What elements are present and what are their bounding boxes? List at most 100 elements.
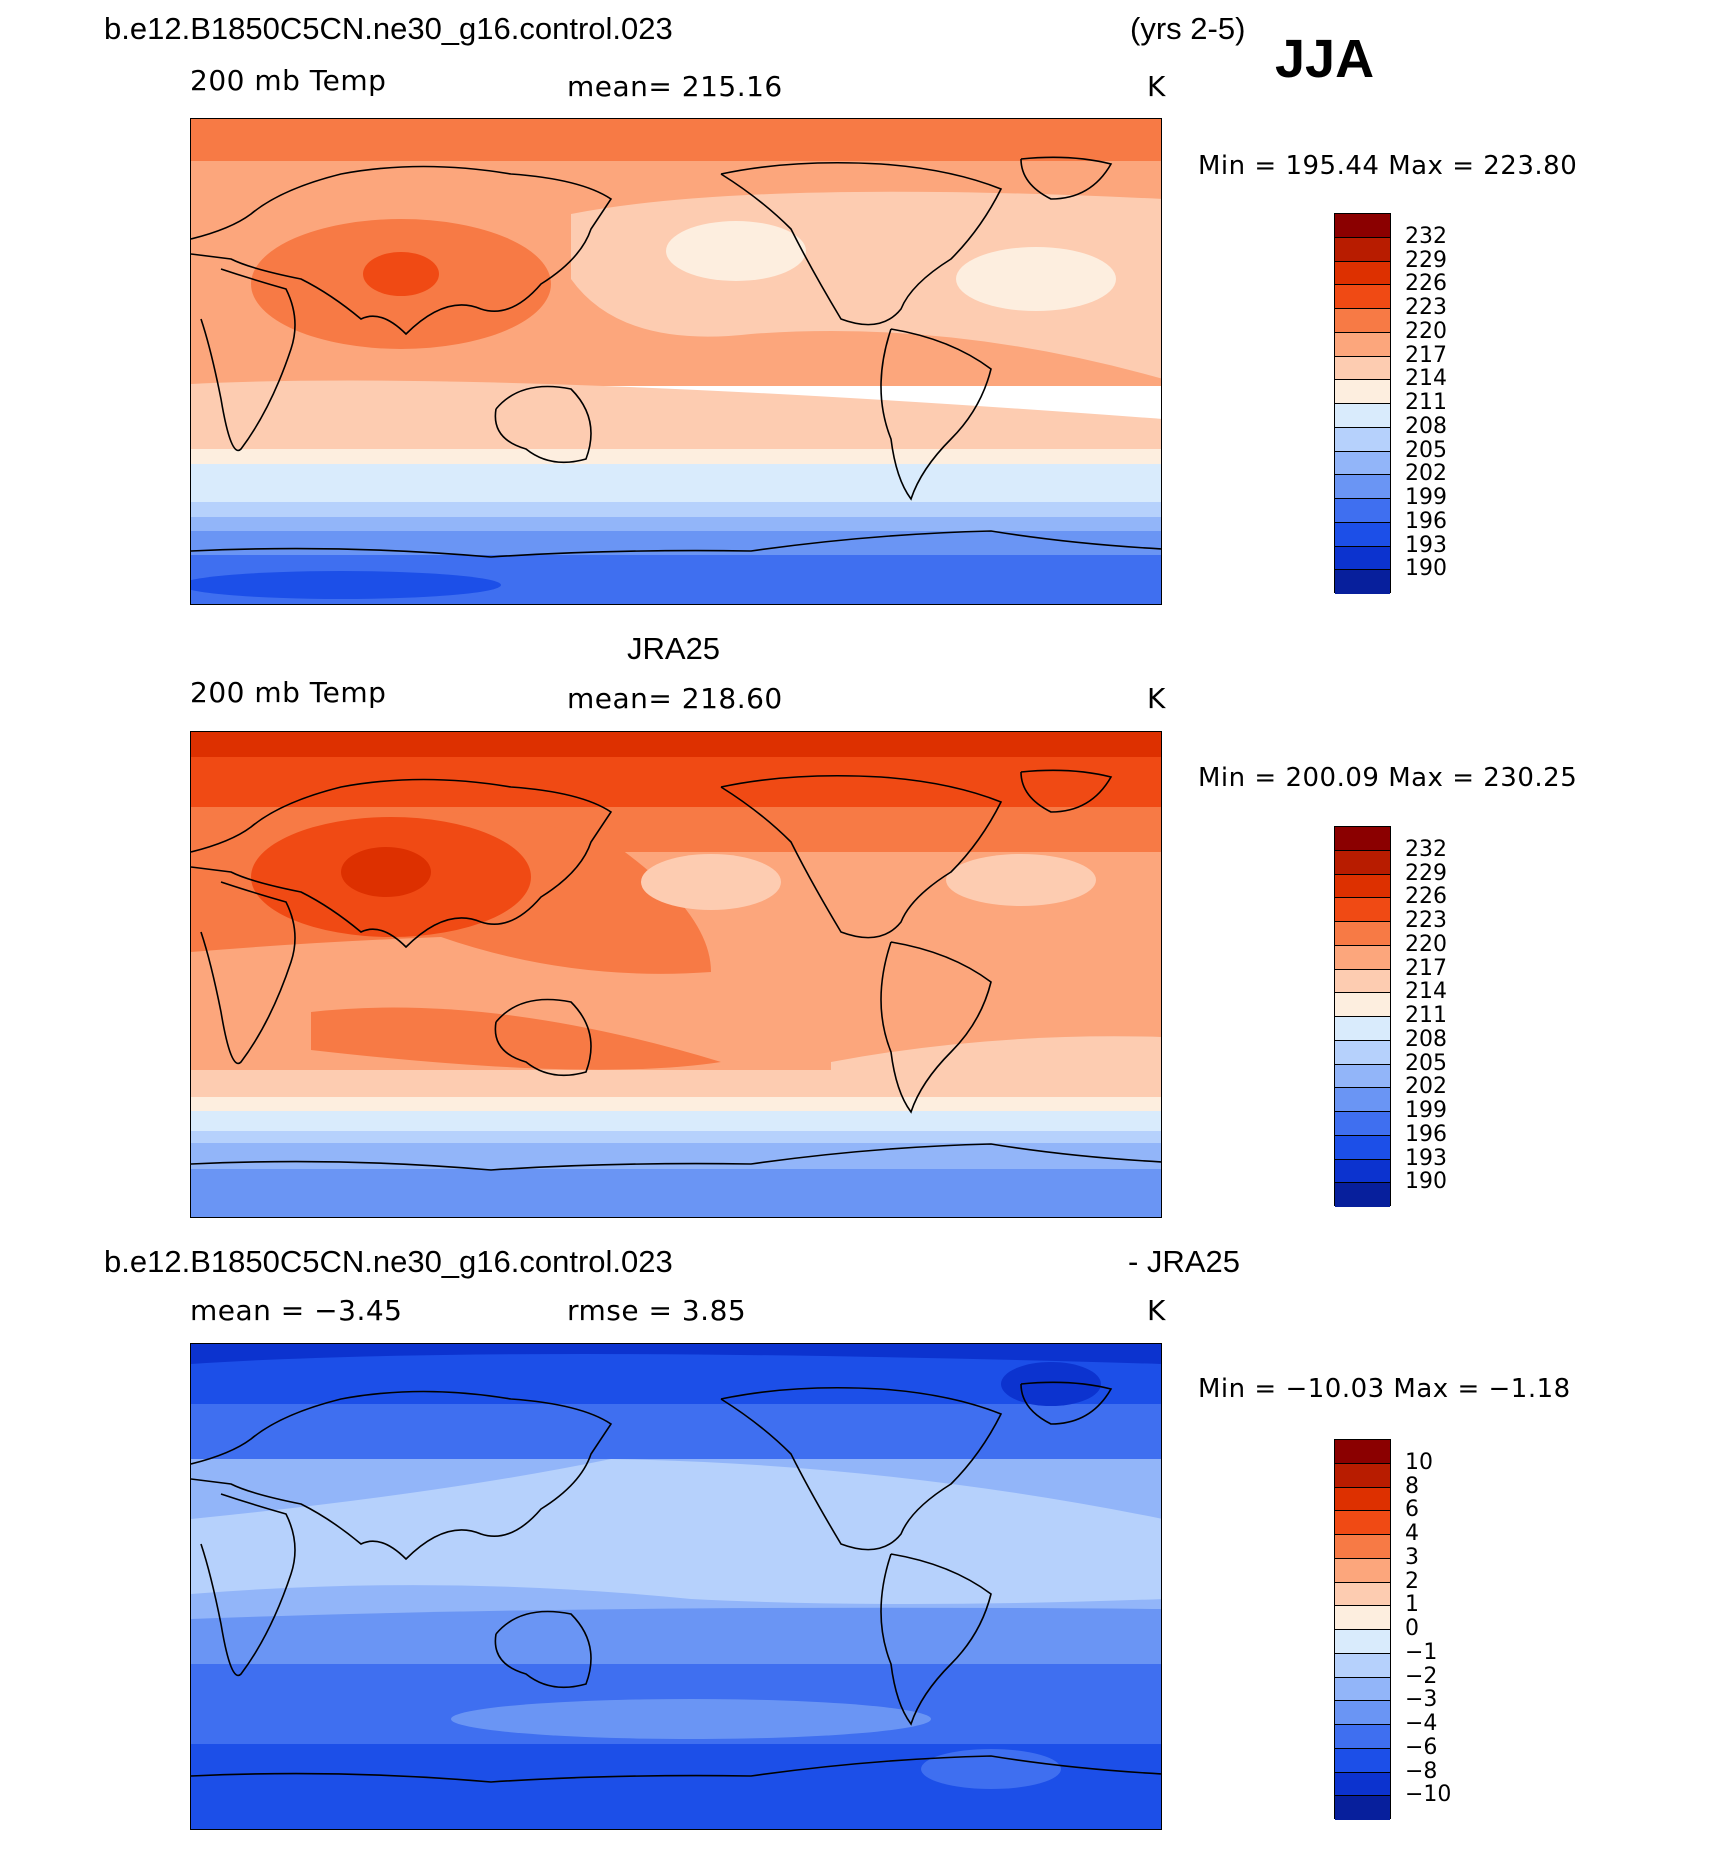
- contour-tropics-south: [191, 380, 1161, 454]
- contour-arctic-min: [1001, 1362, 1101, 1406]
- colorbar-tick-label: 190: [1405, 556, 1447, 582]
- colorbar-tick-label: 229: [1405, 860, 1447, 886]
- colorbar-swatch: [1335, 1701, 1390, 1725]
- coast-greenland: [1020, 156, 1113, 200]
- colorbar-swatch: [1335, 309, 1390, 333]
- coastlines: [191, 156, 1161, 558]
- band-south-5: [191, 1143, 1161, 1169]
- colorbar-tick-label: 217: [1405, 342, 1447, 368]
- band-south-2: [191, 464, 1161, 502]
- band-south-4: [191, 1131, 1161, 1143]
- colorbar-tick-label: 199: [1405, 1098, 1447, 1123]
- coast-north-america: [720, 774, 1003, 939]
- colorbar-tick-label: 217: [1405, 955, 1447, 981]
- band-north-2: [191, 757, 1161, 807]
- colorbar-swatch: [1335, 1772, 1390, 1797]
- colorbar-swatch: [1335, 285, 1390, 309]
- panel2-minmax: Min = 200.09 Max = 230.25: [1198, 763, 1578, 793]
- colorbar-swatch: [1335, 1040, 1390, 1065]
- panel1-mean-label: mean= 215.16: [567, 70, 783, 103]
- colorbar-tick-label: 0: [1405, 1616, 1419, 1641]
- colorbar-swatch: [1335, 1677, 1390, 1702]
- colorbar-tick-label: 193: [1405, 532, 1447, 558]
- colorbar-tick-label: 4: [1405, 1521, 1419, 1546]
- coast-north-america: [720, 1386, 1003, 1551]
- colorbar-swatch: [1335, 522, 1390, 547]
- colorbar-tick-label: 10: [1405, 1449, 1433, 1475]
- colorbar-swatch: [1335, 1653, 1390, 1678]
- colorbar-swatch: [1335, 1159, 1390, 1184]
- coast-africa: [200, 881, 296, 1065]
- colorbar-swatch: [1335, 380, 1390, 404]
- coast-eurasia: [191, 165, 613, 336]
- contour-antarctic-warm: [921, 1749, 1061, 1789]
- season-label: JJA: [1275, 29, 1375, 89]
- coast-antarctica: [191, 530, 1161, 558]
- colorbar-tick-label: 196: [1405, 1121, 1447, 1147]
- band-south-3: [191, 1111, 1161, 1131]
- map-panel-jra25: [190, 731, 1162, 1218]
- panel3-title-right: - JRA25: [1128, 1244, 1240, 1279]
- coast-eurasia: [191, 1390, 613, 1561]
- colorbar-swatch: [1335, 1017, 1390, 1041]
- colorbar-swatch: [1335, 1535, 1390, 1559]
- band-south-2: [191, 1097, 1161, 1111]
- colorbar-tick-label: 202: [1405, 1074, 1447, 1100]
- colorbar-difference: [1334, 1439, 1391, 1820]
- colorbar-tick-label: 199: [1405, 485, 1447, 510]
- contour-antarctic-min: [191, 571, 501, 599]
- colorbar-swatch: [1335, 1630, 1390, 1654]
- coast-australia: [494, 998, 592, 1077]
- colorbar-swatch: [1335, 356, 1390, 381]
- colorbar-tick-label: −1: [1405, 1639, 1438, 1665]
- colorbar-tick-label: 220: [1405, 318, 1447, 344]
- colorbar-swatch: [1335, 261, 1390, 286]
- colorbar-swatch: [1335, 427, 1390, 452]
- colorbar-swatch: [1335, 993, 1390, 1017]
- contour-north-cool-6: [191, 1344, 1161, 1364]
- band-south-1: [191, 1607, 1161, 1664]
- contour-tropics-warm: [191, 1459, 1161, 1604]
- coast-south-america: [880, 1553, 992, 1726]
- colorbar-tick-label: 229: [1405, 247, 1447, 273]
- colorbar-tick-label: 202: [1405, 461, 1447, 487]
- colorbar-swatch: [1335, 499, 1390, 523]
- panel2-title: JRA25: [627, 631, 721, 666]
- colorbar-tick-label: −4: [1405, 1711, 1438, 1736]
- coast-antarctica: [191, 1755, 1161, 1783]
- colorbar-tick-label: −8: [1405, 1758, 1438, 1784]
- colorbar-tick-label: 6: [1405, 1497, 1419, 1523]
- colorbar-swatch: [1335, 451, 1390, 476]
- colorbar-swatch: [1335, 1558, 1390, 1583]
- colorbar-tick-label: 208: [1405, 413, 1447, 439]
- contour-pacific-min: [666, 221, 806, 281]
- panel3-units: K: [1147, 1294, 1166, 1327]
- colorbar-tick-label: 8: [1405, 1473, 1419, 1499]
- coastlines: [191, 1381, 1161, 1783]
- band-north-2: [191, 1404, 1161, 1459]
- colorbar-tick-label: 205: [1405, 1050, 1447, 1076]
- colorbar-tick-label: 232: [1405, 836, 1447, 862]
- contour-atlantic-min: [956, 247, 1116, 311]
- contour-tibet-max: [363, 252, 439, 296]
- contour-pacific-cool: [641, 854, 781, 910]
- panel2-variable-label: 200 mb Temp: [190, 676, 387, 709]
- panel3-mean-label: mean = −3.45: [190, 1294, 403, 1327]
- panel2-mean-label: mean= 218.60: [567, 682, 783, 715]
- colorbar-swatch: [1335, 546, 1390, 571]
- colorbar-jra25-labels: 232 229 226 223 220 217 214 211 208 205 202 199 196 1…: [1405, 826, 1485, 1206]
- contour-tibet-max: [341, 847, 431, 897]
- coast-south-america: [880, 328, 992, 501]
- coast-africa: [200, 268, 296, 452]
- colorbar-swatch: [1335, 1135, 1390, 1160]
- band-antarctic: [191, 1169, 1161, 1217]
- band-south-3: [191, 502, 1161, 517]
- colorbar-tick-label: 3: [1405, 1544, 1419, 1570]
- coast-greenland: [1020, 1381, 1113, 1425]
- map-panel-model: [190, 118, 1162, 605]
- panel3-minmax: Min = −10.03 Max = −1.18: [1198, 1374, 1571, 1404]
- colorbar-swatch: [1335, 1088, 1390, 1112]
- colorbar-swatch: [1335, 1440, 1390, 1464]
- colorbar-tick-label: −6: [1405, 1734, 1438, 1760]
- colorbar-swatch: [1335, 874, 1390, 899]
